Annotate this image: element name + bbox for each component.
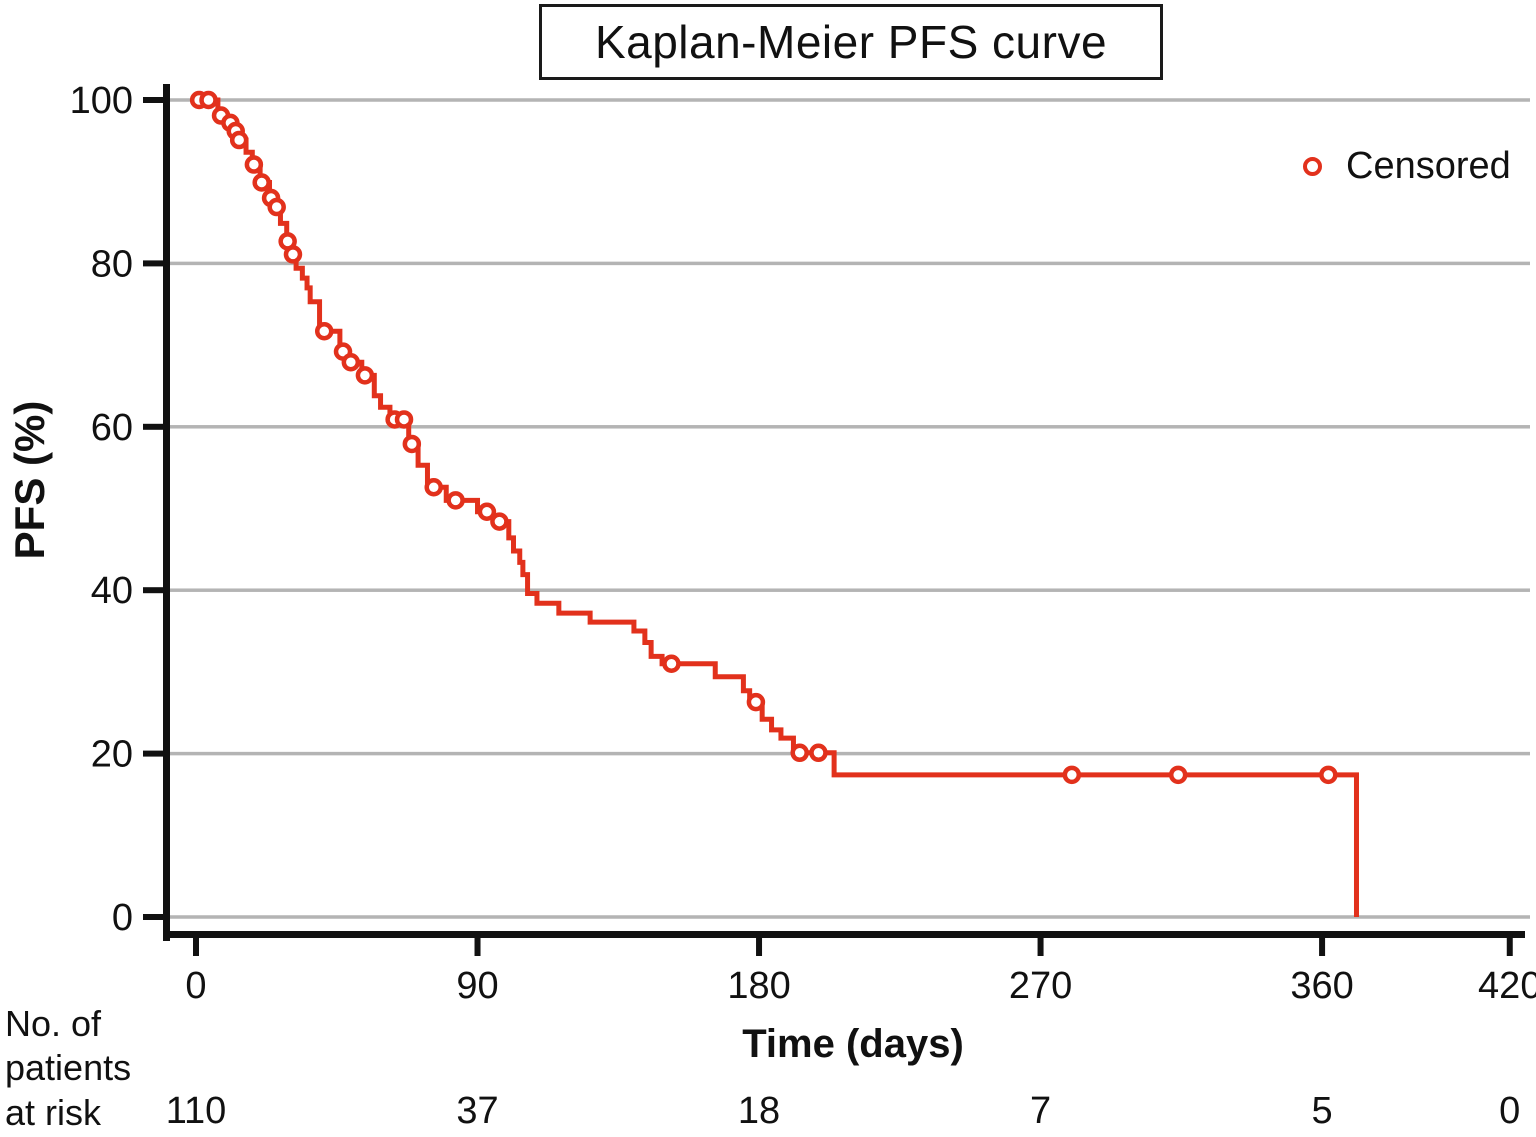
legend: Censored xyxy=(1303,145,1511,188)
censored-mark xyxy=(746,692,766,712)
y-tick-label: 20 xyxy=(91,734,133,776)
censored-mark xyxy=(229,130,249,150)
gridline xyxy=(166,98,1530,102)
censored-mark xyxy=(662,654,681,673)
x-axis-spine xyxy=(163,931,1525,938)
chart-title-box: Kaplan-Meier PFS curve xyxy=(539,4,1163,80)
censored-mark xyxy=(314,321,334,341)
x-tick xyxy=(756,934,763,956)
censored-mark xyxy=(244,155,264,174)
x-tick-label: 270 xyxy=(1009,965,1072,1007)
y-tick xyxy=(143,97,165,103)
risk-count: 5 xyxy=(1311,1090,1333,1132)
x-tick-label: 420 xyxy=(1478,965,1536,1007)
censored-mark xyxy=(424,478,443,497)
x-tick xyxy=(193,934,199,956)
y-tick-label: 100 xyxy=(70,80,133,122)
km-curve xyxy=(196,97,1359,917)
x-tick-label: 90 xyxy=(456,965,498,1007)
risk-count: 0 xyxy=(1499,1090,1521,1132)
censored-mark xyxy=(283,245,303,264)
censored-mark xyxy=(490,512,509,531)
x-tick-label: 360 xyxy=(1290,965,1353,1007)
gridline xyxy=(166,261,1530,266)
y-tick xyxy=(143,423,165,430)
censored-mark xyxy=(394,410,414,429)
y-tick-label: 40 xyxy=(91,570,133,612)
gridline xyxy=(166,751,1530,756)
y-tick-label: 60 xyxy=(91,407,133,449)
risk-count: 37 xyxy=(456,1090,499,1132)
censored-mark xyxy=(341,353,361,372)
legend-censored-label: Censored xyxy=(1346,145,1511,187)
y-axis-title: PFS (%) xyxy=(6,400,53,560)
censored-mark xyxy=(477,502,497,522)
y-tick xyxy=(143,750,165,757)
censored-mark xyxy=(1319,765,1338,785)
y-tick xyxy=(143,587,165,594)
censored-mark xyxy=(199,90,218,110)
x-tick xyxy=(1319,934,1326,956)
x-tick xyxy=(474,934,481,956)
risk-count: 110 xyxy=(165,1090,227,1132)
censored-mark xyxy=(790,743,809,763)
y-axis-spine xyxy=(163,84,170,941)
x-tick xyxy=(1037,934,1044,956)
gridline xyxy=(166,588,1530,592)
y-tick-label: 80 xyxy=(91,243,133,285)
risk-count: 18 xyxy=(737,1090,781,1132)
censored-mark xyxy=(252,173,271,192)
risk-count: 7 xyxy=(1029,1090,1052,1132)
y-tick-label: 0 xyxy=(112,897,133,939)
risk-table-label: No. of patients at risk xyxy=(5,1003,132,1133)
censored-mark xyxy=(1168,765,1188,785)
x-tick-label: 0 xyxy=(185,965,206,1007)
gridline xyxy=(166,425,1530,429)
censored-mark xyxy=(267,197,286,217)
censored-mark xyxy=(1062,765,1082,785)
censored-marker-icon xyxy=(1303,157,1322,176)
censored-mark xyxy=(809,743,828,763)
censored-mark xyxy=(446,491,465,510)
censored-mark xyxy=(355,366,375,385)
x-axis-title: Time (days) xyxy=(742,1022,964,1066)
x-tick-label: 180 xyxy=(727,965,790,1007)
y-tick xyxy=(143,914,165,920)
censored-mark xyxy=(402,434,422,454)
chart-title: Kaplan-Meier PFS curve xyxy=(594,16,1108,68)
x-tick xyxy=(1506,934,1513,956)
gridline xyxy=(166,915,1530,919)
y-tick xyxy=(143,260,165,267)
